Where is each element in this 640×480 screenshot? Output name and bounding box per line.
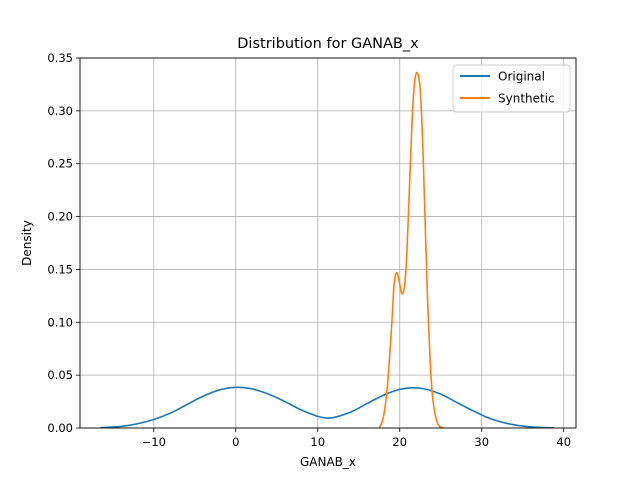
x-tick-label: 20 <box>392 435 407 449</box>
x-axis: −10 0 10 20 30 40 <box>142 428 571 449</box>
series-line-synthetic <box>378 71 444 429</box>
y-axis: 0.00 0.05 0.10 0.15 0.20 0.25 0.30 0.35 <box>47 51 80 435</box>
chart-title: Distribution for GANAB_x <box>237 36 419 52</box>
y-tick-label: 0.30 <box>47 104 73 118</box>
x-tick-label: 10 <box>310 435 325 449</box>
x-axis-label: GANAB_x <box>300 455 356 469</box>
y-tick-label: 0.25 <box>47 157 73 171</box>
y-tick-label: 0.15 <box>47 262 73 276</box>
legend: Original Synthetic <box>452 64 571 113</box>
y-tick-label: 0.10 <box>47 315 73 329</box>
y-tick-label: 0.00 <box>47 421 73 435</box>
y-tick-label: 0.05 <box>47 368 73 382</box>
x-tick-label: −10 <box>142 435 166 449</box>
series-layer <box>100 71 554 429</box>
legend-label-original: Original <box>498 70 545 84</box>
x-tick-label: 0 <box>232 435 239 449</box>
y-tick-label: 0.20 <box>47 210 73 224</box>
y-axis-label: Density <box>20 220 34 266</box>
x-tick-label: 30 <box>474 435 489 449</box>
legend-label-synthetic: Synthetic <box>498 92 555 106</box>
series-line-original <box>100 386 554 429</box>
plot-frame <box>79 57 577 429</box>
x-tick-label: 40 <box>556 435 571 449</box>
y-tick-label: 0.35 <box>47 51 73 65</box>
